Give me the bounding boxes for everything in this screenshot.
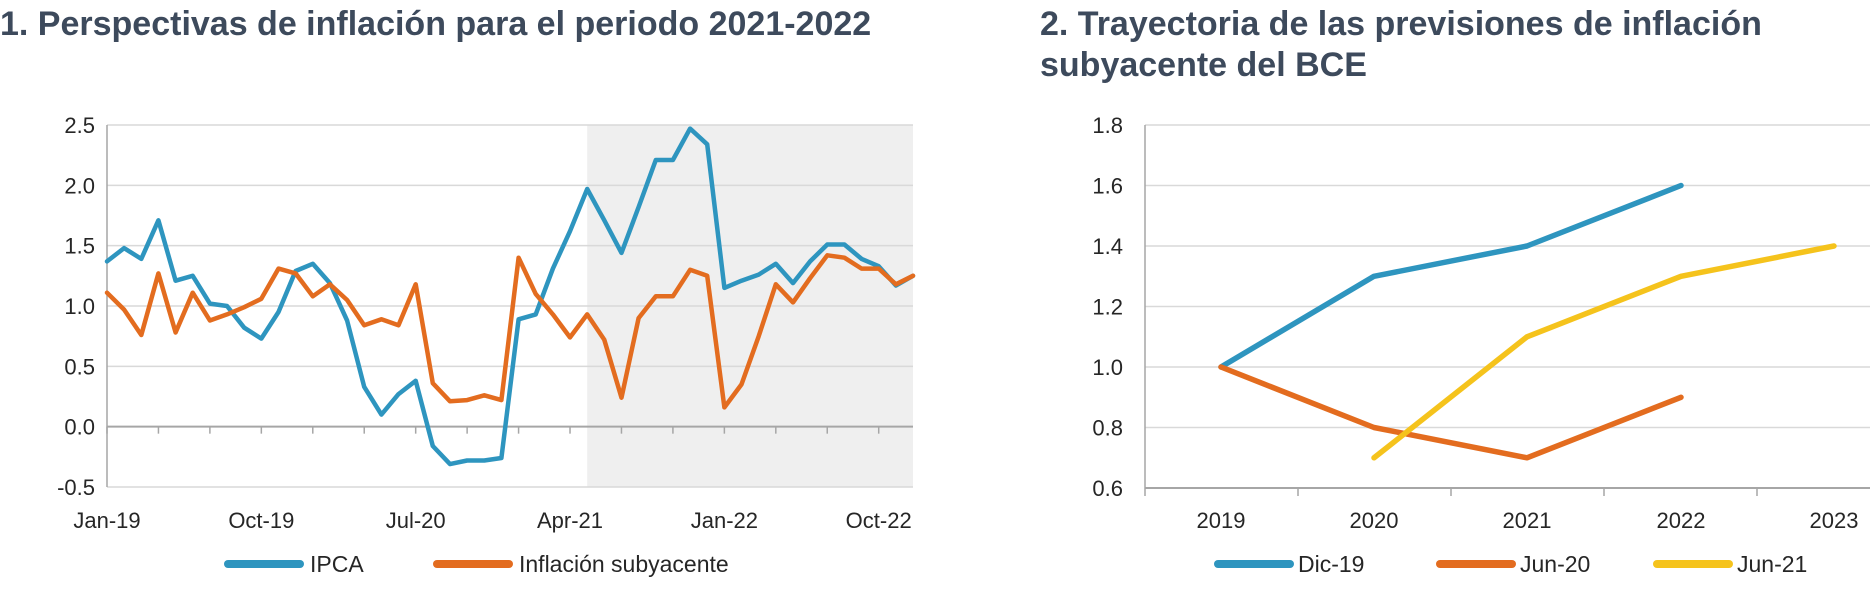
chart1-xtick-label: Jan-19 [73,508,140,533]
chart1-series-line-ipca [104,126,916,467]
chart2-title: 2. Trayectoria de las previsiones de inf… [1040,5,1762,84]
chart1-ytick-label: 1.0 [64,294,95,319]
chart2-legend-label: Jun-21 [1737,551,1807,577]
chart2-ytick-label: 0.8 [1092,416,1123,441]
chart2-xtick-label: 2020 [1350,508,1399,533]
chart2-series-line-jun-21 [1371,243,1837,461]
chart1-xtick-label: Jan-22 [691,508,758,533]
chart1-ytick-label: -0.5 [57,475,95,500]
chart2-ytick-label: 1.0 [1092,355,1123,380]
chart1-xtick-label: Jul-20 [386,508,446,533]
chart2-legend-label: Jun-20 [1520,551,1590,577]
chart1-legend-label: Inflación subyacente [519,551,729,577]
chart2-ytick-label: 0.6 [1092,476,1123,501]
chart2-legend-label: Dic-19 [1298,551,1364,577]
chart1-legend-label: IPCA [310,551,364,577]
chart2-ytick-label: 1.8 [1092,113,1123,138]
chart2-xtick-label: 2023 [1810,508,1859,533]
chart1-ytick-label: 0.5 [64,354,95,379]
chart2-ytick-label: 1.4 [1092,234,1123,259]
chart2-series-line-jun-20 [1218,364,1684,461]
chart2-ytick-label: 1.2 [1092,295,1123,320]
chart1-ytick-label: 1.5 [64,234,95,259]
chart1-ytick-label: 0.0 [64,415,95,440]
chart1-xtick-label: Oct-19 [228,508,294,533]
chart2-xtick-label: 2022 [1657,508,1706,533]
chart1-title: 1. Perspectivas de inflación para el per… [0,5,872,43]
chart1-ytick-label: 2.5 [64,113,95,138]
chart2-xtick-label: 2021 [1503,508,1552,533]
chart1-xtick-label: Oct-22 [846,508,912,533]
chart1-xtick-label: Apr-21 [537,508,603,533]
chart2-xtick-label: 2019 [1197,508,1246,533]
chart2-ytick-label: 1.6 [1092,174,1123,199]
chart1-ytick-label: 2.0 [64,173,95,198]
chart2-series-line-dic-19 [1218,182,1684,370]
chart1-series-line-subyacente [104,253,916,410]
